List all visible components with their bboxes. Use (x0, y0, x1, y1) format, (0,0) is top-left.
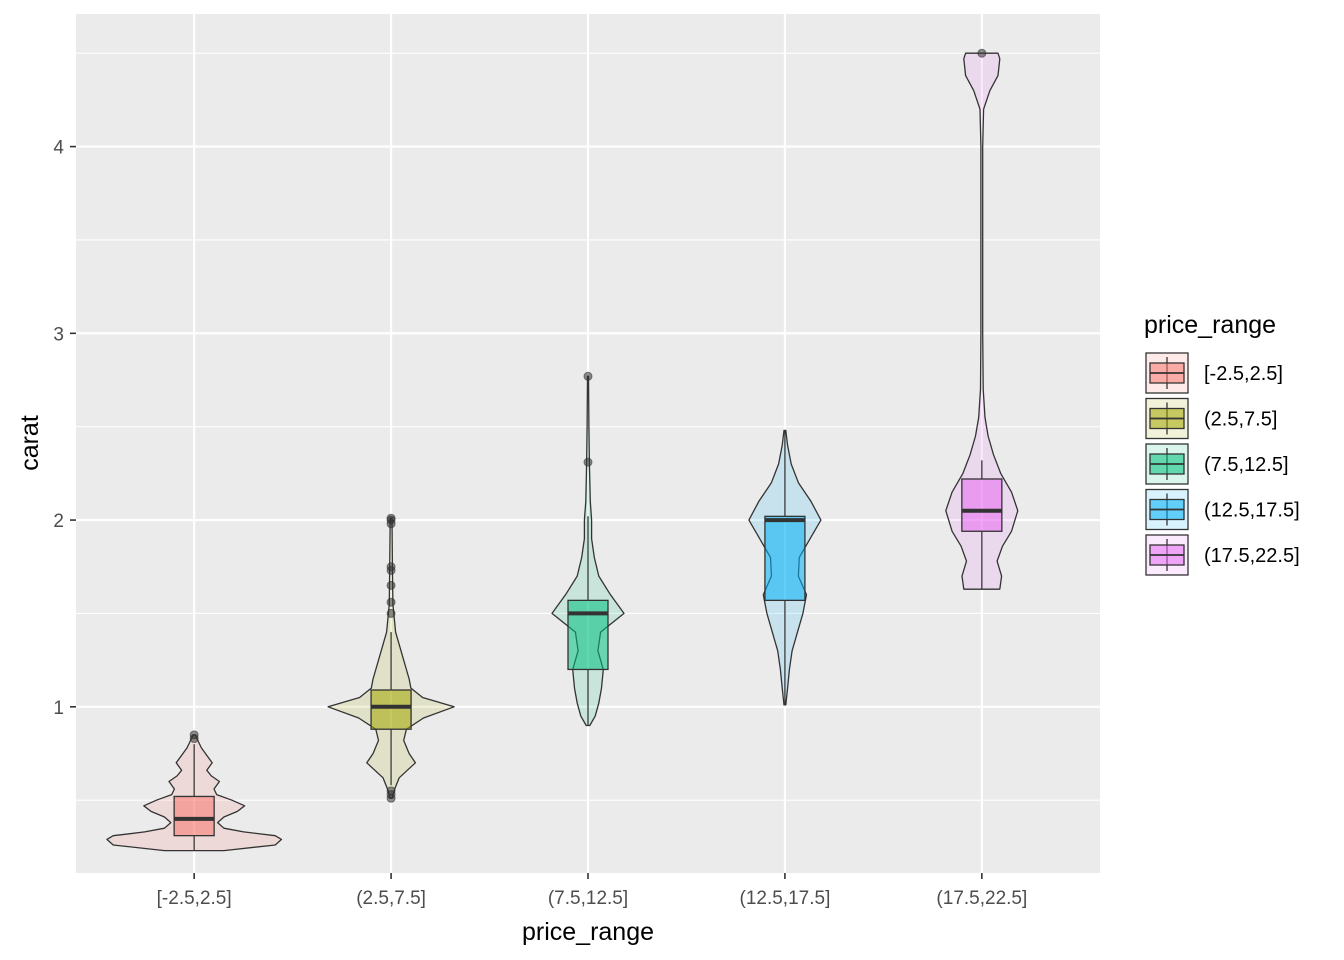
legend-label: (7.5,12.5] (1204, 454, 1289, 476)
x-tick-label: (2.5,7.5] (356, 888, 426, 909)
legend: price_range [-2.5,2.5] (2.5,7.5] (7.5,12.5… (1144, 311, 1300, 576)
x-tick-label: [-2.5,2.5] (157, 888, 232, 909)
legend-label: (2.5,7.5] (1204, 409, 1277, 431)
outlier-point (583, 457, 593, 467)
y-axis: 1 2 3 4 (53, 138, 76, 719)
legend-item: (17.5,22.5] (1145, 534, 1300, 576)
y-axis-title: carat (16, 415, 44, 471)
x-tick-label: (17.5,22.5] (936, 888, 1027, 909)
legend-item: (7.5,12.5] (1145, 443, 1289, 485)
legend-label: [-2.5,2.5] (1204, 363, 1283, 385)
legend-label: (17.5,22.5] (1204, 545, 1300, 567)
outlier-point (386, 580, 396, 590)
x-tick-label: (12.5,17.5] (740, 888, 831, 909)
box-0 (173, 795, 215, 837)
legend-label: (12.5,17.5] (1204, 500, 1300, 522)
box-2 (567, 599, 609, 671)
outlier-point (386, 562, 396, 572)
legend-item: (12.5,17.5] (1145, 488, 1300, 531)
x-axis: [-2.5,2.5] (2.5,7.5] (7.5,12.5] (12.5,17.5]… (157, 873, 1027, 909)
boxplots (173, 48, 1003, 851)
y-tick-label: 4 (53, 138, 64, 159)
outlier-point (386, 597, 396, 607)
outlier-point (977, 48, 987, 58)
outlier-point (583, 371, 593, 381)
y-tick-label: 1 (53, 698, 64, 719)
y-tick-label: 2 (53, 511, 64, 532)
legend-item: (2.5,7.5] (1145, 397, 1277, 440)
box-4 (961, 478, 1003, 532)
legend-item: [-2.5,2.5] (1145, 352, 1283, 394)
outlier-point (189, 730, 199, 740)
box-3 (764, 515, 806, 602)
legend-title: price_range (1144, 311, 1276, 339)
y-tick-label: 3 (53, 324, 64, 345)
outlier-point (386, 513, 396, 523)
outlier-point (386, 786, 396, 796)
violin-4 (945, 52, 1019, 590)
outlier-point (386, 608, 396, 618)
x-axis-title: price_range (522, 918, 654, 946)
box-1 (370, 689, 412, 730)
x-tick-label: (7.5,12.5] (548, 888, 628, 909)
